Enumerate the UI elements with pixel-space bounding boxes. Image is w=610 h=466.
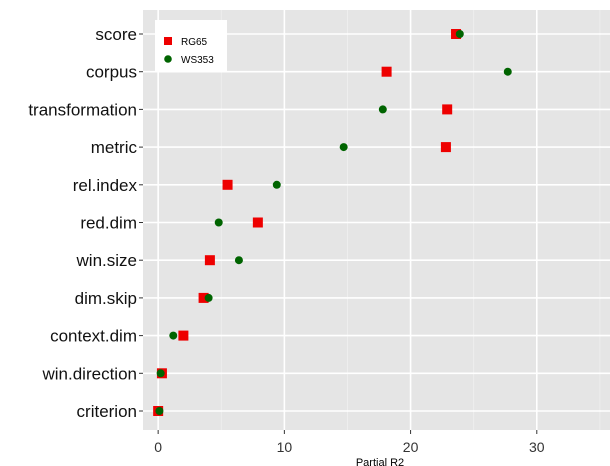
legend-marker-ws353 bbox=[164, 55, 172, 63]
category-label: metric bbox=[91, 138, 138, 157]
category-label: context.dim bbox=[50, 327, 137, 346]
category-label: transformation bbox=[28, 100, 137, 119]
point-ws353 bbox=[455, 30, 464, 38]
x-tick-labels: 0 10 20 30 bbox=[154, 430, 545, 455]
category-label: corpus bbox=[86, 63, 137, 82]
x-tick-label: 30 bbox=[529, 439, 545, 455]
plot-panel bbox=[143, 10, 610, 430]
point-ws353 bbox=[272, 180, 281, 189]
data-marks bbox=[153, 29, 512, 416]
x-axis-title: Partial R2 bbox=[356, 457, 404, 466]
legend: RG65 WS353 bbox=[155, 20, 227, 72]
x-tick-label: 10 bbox=[277, 439, 293, 455]
category-labels: score corpus transformation metric rel.index… bbox=[28, 25, 143, 421]
category-label: red.dim bbox=[80, 214, 137, 233]
point-rg65 bbox=[252, 217, 263, 228]
x-tick-label: 0 bbox=[154, 439, 162, 455]
point-ws353 bbox=[234, 256, 243, 265]
point-ws353 bbox=[156, 369, 165, 378]
point-rg65 bbox=[222, 179, 233, 190]
legend-box bbox=[155, 20, 227, 72]
x-tick-label: 20 bbox=[403, 439, 419, 455]
point-ws353 bbox=[503, 67, 512, 76]
point-ws353 bbox=[155, 407, 164, 415]
grid-layer bbox=[143, 10, 610, 430]
point-rg65 bbox=[381, 66, 392, 77]
category-label: score bbox=[95, 25, 137, 44]
category-label: win.size bbox=[76, 251, 137, 270]
point-rg65 bbox=[198, 292, 209, 303]
point-ws353 bbox=[169, 331, 178, 340]
point-ws353 bbox=[378, 105, 387, 114]
legend-label-ws353: WS353 bbox=[181, 55, 214, 66]
category-label: dim.skip bbox=[75, 289, 137, 308]
category-label: criterion bbox=[77, 402, 137, 421]
point-ws353 bbox=[204, 293, 213, 302]
point-rg65 bbox=[442, 104, 453, 115]
legend-label-rg65: RG65 bbox=[181, 37, 208, 48]
point-rg65 bbox=[440, 142, 451, 153]
legend-marker-rg65 bbox=[164, 37, 172, 45]
category-label: win.direction bbox=[42, 364, 138, 383]
point-rg65 bbox=[178, 330, 189, 341]
category-label: rel.index bbox=[73, 176, 138, 195]
point-rg65 bbox=[204, 255, 215, 266]
point-ws353 bbox=[214, 218, 223, 227]
point-ws353 bbox=[339, 143, 348, 152]
